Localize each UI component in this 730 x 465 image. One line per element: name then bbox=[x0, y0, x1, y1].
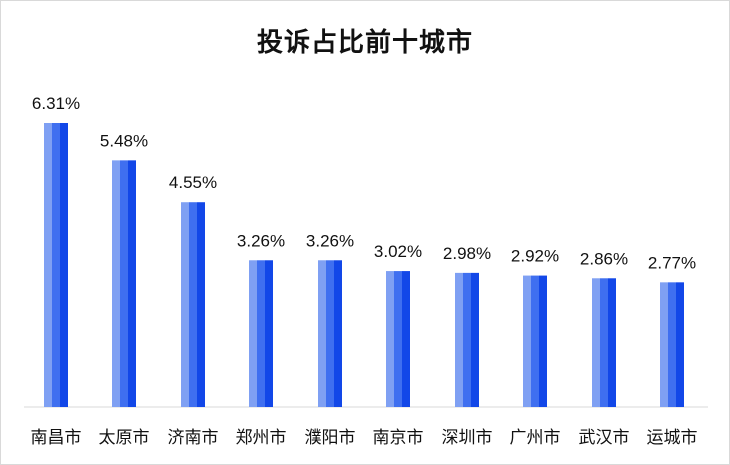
data-label: 3.02% bbox=[374, 242, 422, 261]
data-label: 2.92% bbox=[511, 247, 559, 266]
bar-太原市 bbox=[112, 160, 136, 407]
bar-南昌市 bbox=[44, 123, 68, 407]
data-label: 3.26% bbox=[237, 231, 285, 250]
category-label: 济南市 bbox=[168, 428, 219, 448]
data-label: 5.48% bbox=[100, 131, 148, 150]
bar-广州市 bbox=[523, 275, 547, 407]
bars-group bbox=[44, 123, 684, 407]
bar-运城市 bbox=[660, 282, 684, 407]
category-label: 濮阳市 bbox=[305, 428, 356, 448]
data-label: 2.77% bbox=[648, 253, 696, 272]
category-label: 南京市 bbox=[373, 428, 424, 448]
category-label: 南昌市 bbox=[31, 428, 82, 448]
bar-南京市 bbox=[386, 271, 410, 407]
bar-郑州市 bbox=[249, 260, 273, 407]
data-label: 3.26% bbox=[306, 231, 354, 250]
category-label: 深圳市 bbox=[442, 428, 493, 448]
category-label: 运城市 bbox=[647, 428, 698, 448]
data-label: 2.98% bbox=[443, 244, 491, 263]
bar-济南市 bbox=[181, 202, 205, 407]
category-labels-group: 南昌市 太原市 济南市 郑州市 濮阳市 南京市 深圳市 广州市 武汉市 运城市 bbox=[31, 428, 698, 448]
data-label: 2.86% bbox=[580, 249, 628, 268]
category-label: 郑州市 bbox=[236, 428, 287, 448]
bar-深圳市 bbox=[455, 272, 479, 407]
chart-title: 投诉占比前十城市 bbox=[256, 28, 473, 58]
bar-武汉市 bbox=[592, 278, 616, 407]
value-labels-group: 6.31% 5.48% 4.55% 3.26% 3.26% 3.02% 2.98% 2.92%… bbox=[32, 94, 696, 272]
data-label: 6.31% bbox=[32, 94, 80, 113]
category-label: 武汉市 bbox=[579, 428, 630, 448]
bar-濮阳市 bbox=[318, 260, 342, 407]
category-label: 太原市 bbox=[99, 428, 150, 448]
data-label: 4.55% bbox=[169, 173, 217, 192]
category-label: 广州市 bbox=[510, 428, 561, 448]
